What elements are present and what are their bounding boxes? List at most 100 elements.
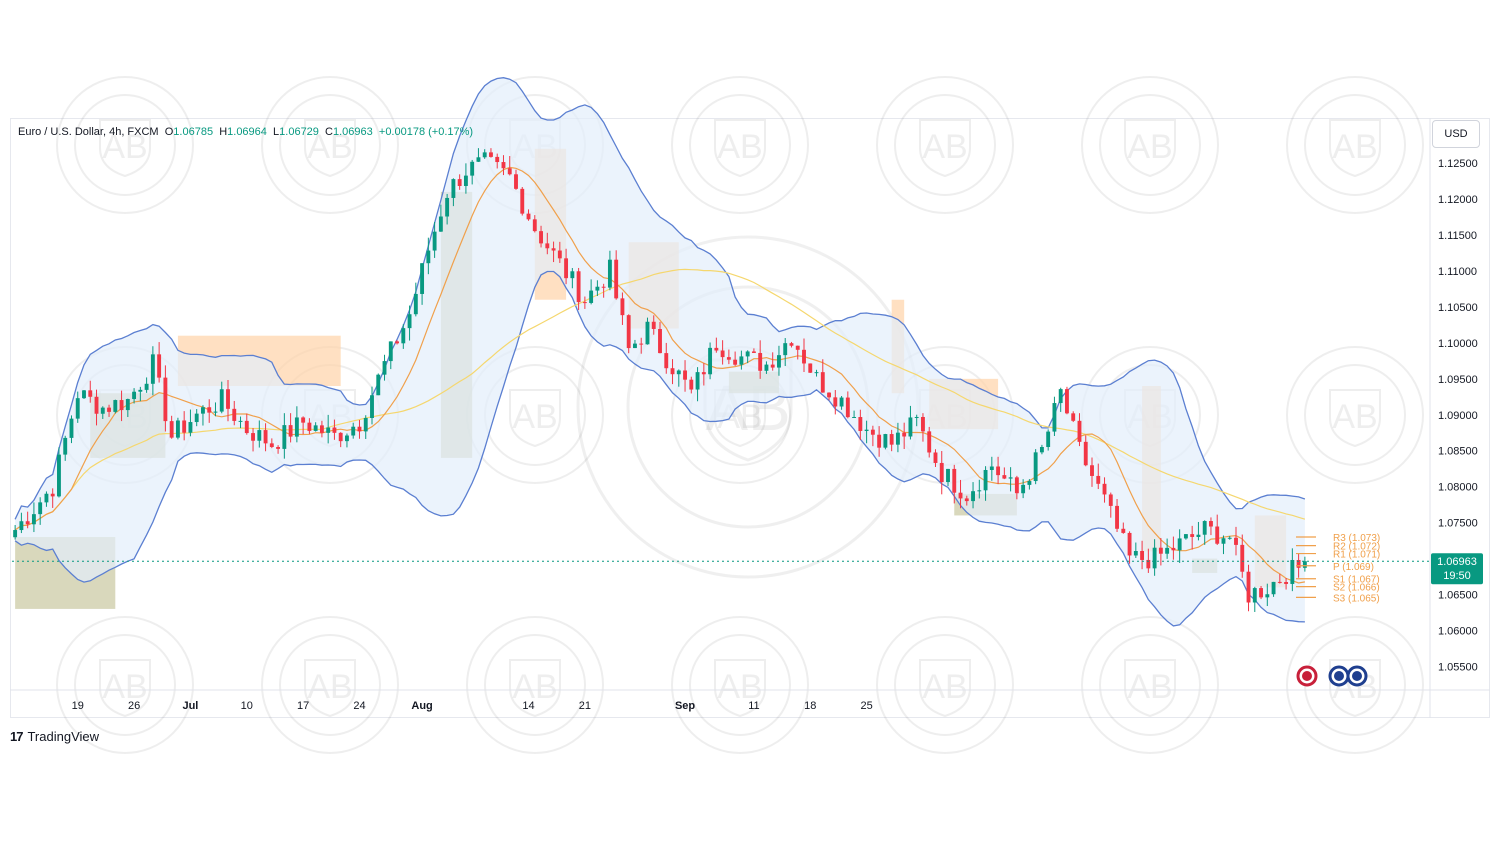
candle — [313, 422, 318, 432]
candle — [651, 315, 656, 335]
bollinger-upper-line — [14, 77, 1306, 520]
candle-body — [789, 343, 794, 346]
candle-body — [651, 321, 656, 329]
y-tick-label: 1.10500 — [1438, 302, 1478, 314]
candle-body — [382, 361, 387, 375]
candle — [895, 422, 900, 453]
legend-high: 1.06964 — [227, 126, 267, 138]
price-tag-countdown: 19:50 — [1443, 570, 1471, 582]
economic-event-icon[interactable] — [1346, 665, 1368, 687]
candle-body — [633, 343, 637, 349]
x-tick-label: 14 — [522, 700, 534, 712]
candle — [263, 423, 268, 452]
candle-body — [326, 427, 331, 433]
candle — [319, 420, 324, 438]
candle — [576, 267, 581, 311]
candle — [44, 491, 49, 507]
candle-body — [1296, 559, 1301, 568]
candle — [1209, 517, 1213, 536]
candle-body — [476, 157, 481, 162]
candle — [163, 365, 168, 432]
candle — [883, 433, 888, 450]
candle — [545, 232, 550, 255]
candle-body — [388, 341, 393, 362]
candle — [457, 174, 462, 190]
candle-body — [783, 343, 788, 356]
candle-body — [363, 418, 368, 432]
candle — [144, 377, 149, 393]
candle — [676, 369, 681, 387]
candle — [1158, 537, 1163, 566]
candle-body — [182, 420, 187, 433]
y-tick-label: 1.12000 — [1438, 194, 1478, 206]
candle-body — [683, 370, 687, 380]
candle — [1246, 564, 1251, 612]
candle — [307, 418, 312, 435]
candle-body — [1115, 505, 1119, 529]
candle-body — [75, 398, 80, 419]
candle — [658, 321, 662, 354]
candle-body — [645, 321, 650, 345]
economic-event-icon[interactable] — [1296, 665, 1318, 687]
candle-body — [1202, 521, 1207, 535]
candle-body — [332, 427, 337, 433]
candle — [1165, 538, 1170, 559]
candle — [301, 416, 306, 435]
candle — [1008, 467, 1013, 492]
candle — [833, 390, 838, 415]
candle-body — [351, 426, 356, 436]
tradingview-logo-icon: 17 — [10, 729, 24, 744]
event-icon-dot — [1352, 671, 1362, 681]
candle — [1065, 386, 1069, 415]
candle-body — [119, 400, 124, 411]
economic-event-icon[interactable] — [1328, 665, 1350, 687]
candle — [595, 280, 600, 297]
candle-body — [251, 433, 255, 441]
y-tick-label: 1.06500 — [1438, 590, 1478, 602]
candle-body — [50, 493, 55, 497]
candle-body — [157, 354, 162, 378]
candle-body — [864, 429, 869, 431]
candle-body — [1215, 526, 1220, 544]
candle-body — [589, 290, 594, 303]
symbol-legend[interactable]: Euro / U.S. Dollar, 4h, FXCM O1.06785 H1… — [18, 126, 473, 138]
candle-body — [889, 434, 894, 445]
candle-body — [1102, 483, 1107, 495]
candle — [1221, 535, 1226, 555]
candle — [376, 373, 381, 396]
candle-body — [570, 271, 575, 279]
candle-body — [658, 328, 662, 354]
candle-body — [520, 188, 525, 214]
pivot-label: R3 (1.073) — [1333, 533, 1380, 544]
candle-body — [939, 462, 944, 483]
candle — [626, 314, 631, 354]
candle-body — [207, 407, 212, 413]
candle-body — [244, 420, 249, 434]
candle-body — [639, 343, 644, 345]
candle-body — [307, 422, 312, 431]
candle-body — [1027, 481, 1032, 485]
candle — [827, 392, 831, 401]
candle — [1096, 463, 1101, 490]
candle-body — [1277, 581, 1282, 583]
candle-body — [257, 430, 262, 441]
event-icon-dot — [1302, 671, 1312, 681]
candle — [413, 282, 418, 317]
candle — [701, 363, 706, 386]
candle-body — [432, 231, 437, 251]
candle-body — [676, 370, 681, 375]
candle — [482, 149, 487, 159]
candle-body — [902, 432, 907, 437]
candle — [175, 417, 180, 440]
currency-button[interactable]: USD — [1432, 120, 1480, 148]
price-tag-value: 1.06963 — [1437, 556, 1477, 568]
tradingview-logo[interactable]: 17 TradingView — [10, 729, 99, 744]
candle-body — [852, 417, 857, 419]
y-tick-label: 1.10000 — [1438, 338, 1478, 350]
candle-body — [82, 390, 86, 399]
candle-body — [751, 351, 756, 353]
pivot-label: S3 (1.065) — [1333, 593, 1380, 604]
candle — [94, 389, 99, 426]
candle-body — [551, 248, 556, 251]
